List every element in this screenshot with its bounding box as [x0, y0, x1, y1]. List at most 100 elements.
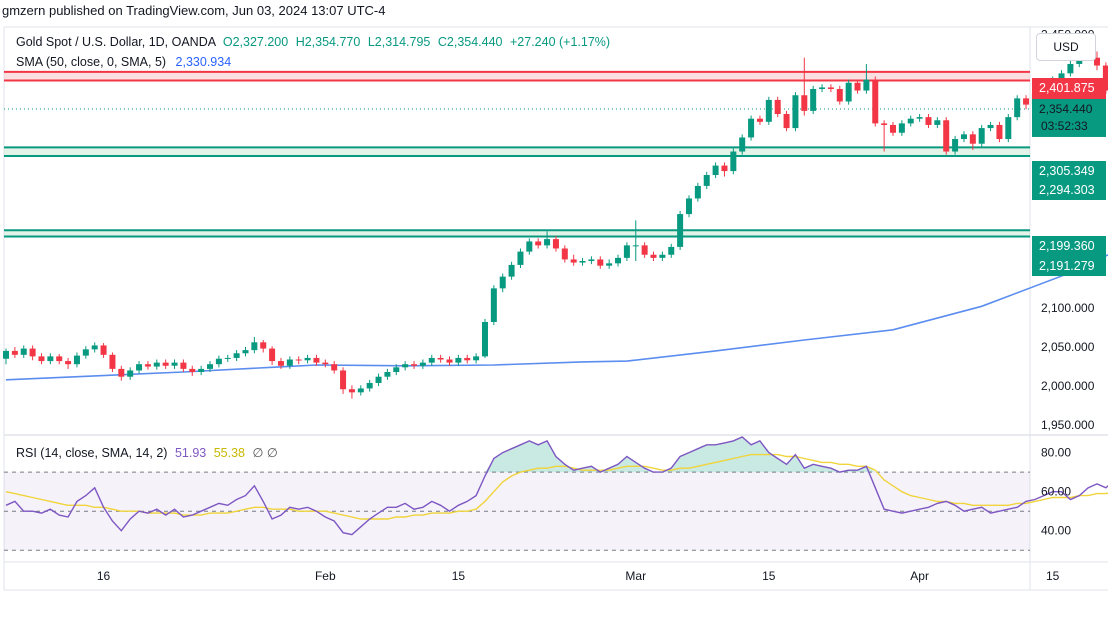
candle-body	[819, 87, 826, 89]
candle-body	[854, 82, 861, 91]
rsi-extra: ∅ ∅	[252, 446, 278, 460]
candle-body	[100, 345, 107, 355]
price-tick-label: 2,050.000	[1041, 340, 1095, 354]
candle-body	[118, 368, 125, 377]
candle-body	[144, 364, 151, 367]
candle-body	[1058, 73, 1065, 80]
candle-body	[215, 358, 222, 365]
rsi-tick-label: 40.00	[1041, 524, 1071, 538]
sma-label[interactable]: SMA (50, close, 0, SMA, 5)	[16, 55, 167, 69]
rsi-label[interactable]: RSI (14, close, SMA, 14, 2)	[16, 446, 168, 460]
candle-body	[402, 364, 409, 368]
candle-body	[207, 364, 214, 369]
candle-body	[996, 124, 1003, 140]
candle-body	[978, 128, 985, 144]
candle-body	[304, 357, 311, 361]
candle-body	[171, 362, 178, 366]
price-tick-label: 2,000.000	[1041, 379, 1095, 393]
candle-body	[277, 361, 284, 366]
time-tick-label: 15	[762, 569, 776, 583]
level-tag: 2,401.875	[1032, 78, 1106, 98]
last-price-tag	[1032, 98, 1106, 137]
time-tick-label: 16	[97, 569, 111, 583]
candle-body	[774, 99, 781, 115]
candle-body	[411, 364, 418, 366]
candle-body	[641, 245, 648, 255]
candle-body	[357, 388, 364, 393]
candle-body	[570, 259, 577, 263]
open-value: O2,327.200	[222, 35, 289, 49]
candle-body	[233, 353, 240, 358]
candle-body	[801, 95, 808, 111]
candle-body	[11, 350, 18, 355]
rsi-tick-label: 60.00	[1041, 485, 1071, 499]
candle-body	[588, 259, 595, 261]
candle-body	[419, 362, 426, 366]
level-tag-text: 2,401.875	[1039, 81, 1095, 95]
candle-body	[331, 364, 338, 371]
candle-body	[694, 185, 701, 199]
price-tick-label: 2,100.000	[1041, 301, 1095, 315]
candle-body	[712, 165, 719, 175]
candle-body	[322, 362, 329, 365]
sma-value: 2,330.934	[175, 55, 232, 69]
candle-body	[721, 165, 728, 172]
ohlc-legend: Gold Spot / U.S. Dollar, 1D, OANDA O2,32…	[16, 35, 610, 49]
candle-body	[952, 139, 959, 152]
candle-body	[473, 356, 480, 361]
candle-body	[47, 356, 54, 362]
candle-body	[1014, 98, 1021, 118]
level-tag-text: 2,199.360	[1039, 239, 1095, 253]
candle-body	[446, 359, 453, 363]
candle-body	[526, 241, 533, 252]
candle-body	[544, 239, 551, 246]
candle-body	[481, 321, 488, 357]
candle-body	[739, 137, 746, 152]
candle-body	[730, 151, 737, 172]
candle-body	[987, 124, 994, 129]
candle-body	[1067, 63, 1074, 74]
sma-line	[5, 254, 1108, 381]
high-value: H2,354.770	[295, 35, 361, 49]
candle-body	[20, 348, 27, 355]
candle-body	[313, 357, 320, 363]
candle-body	[56, 356, 63, 362]
candle-body	[916, 117, 923, 119]
price-tick-label: 1,950.000	[1041, 418, 1095, 432]
symbol-title[interactable]: Gold Spot / U.S. Dollar, 1D, OANDA	[16, 35, 216, 49]
candle-body	[65, 361, 72, 365]
rsi-ma-line	[5, 453, 1108, 520]
candle-body	[827, 87, 834, 89]
candle-body	[251, 342, 258, 351]
candle-body	[872, 79, 879, 124]
candle-body	[295, 359, 302, 361]
candle-body	[517, 251, 524, 265]
level-zone	[4, 230, 1030, 237]
candle-body	[508, 264, 515, 277]
level-zone	[4, 71, 1030, 81]
candle-body	[127, 370, 134, 377]
candle-body	[162, 362, 169, 366]
candle-body	[490, 288, 497, 322]
candle-body	[340, 370, 347, 390]
candle-body	[943, 120, 950, 152]
level-tag-text: 2,191.279	[1039, 259, 1095, 273]
candle-body	[756, 118, 763, 122]
candle-body	[269, 348, 276, 362]
currency-button[interactable]: USD	[1036, 33, 1096, 61]
candle-body	[579, 260, 586, 263]
candle-body	[180, 362, 187, 369]
time-tick-label: Mar	[625, 569, 646, 583]
candle-body	[960, 134, 967, 140]
candle-body	[136, 364, 143, 371]
candle-body	[685, 198, 692, 215]
time-tick-label: 15	[1046, 569, 1060, 583]
candle-body	[428, 357, 435, 363]
candle-body	[765, 99, 772, 122]
level-tag: 2,199.360	[1032, 236, 1106, 256]
candle-body	[3, 350, 9, 359]
level-tag: 2,294.303	[1032, 180, 1106, 200]
candle-body	[535, 241, 542, 246]
candle-body	[898, 123, 905, 133]
